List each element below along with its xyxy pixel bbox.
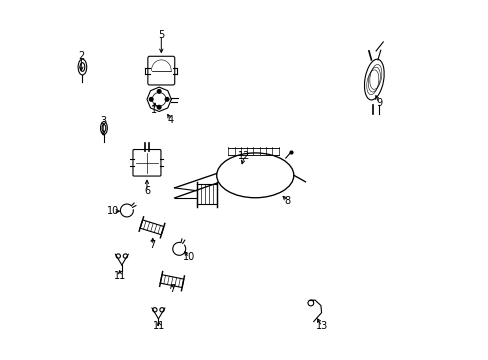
Text: 7: 7 xyxy=(169,284,175,294)
Text: 6: 6 xyxy=(143,186,150,197)
Text: 2: 2 xyxy=(78,51,84,61)
Text: 10: 10 xyxy=(183,252,195,262)
Text: 13: 13 xyxy=(315,321,327,331)
Text: 5: 5 xyxy=(158,30,164,40)
Circle shape xyxy=(157,90,161,93)
Text: 12: 12 xyxy=(238,150,250,161)
Text: 10: 10 xyxy=(107,206,119,216)
Text: 8: 8 xyxy=(284,196,290,206)
Circle shape xyxy=(157,105,161,109)
Text: 11: 11 xyxy=(113,271,125,281)
Text: 1: 1 xyxy=(151,105,157,115)
Circle shape xyxy=(165,98,168,101)
Text: 3: 3 xyxy=(100,116,106,126)
Text: 9: 9 xyxy=(375,98,381,108)
Text: 4: 4 xyxy=(167,115,174,125)
Text: 11: 11 xyxy=(153,321,165,331)
Circle shape xyxy=(149,98,153,101)
Text: 7: 7 xyxy=(149,240,156,250)
